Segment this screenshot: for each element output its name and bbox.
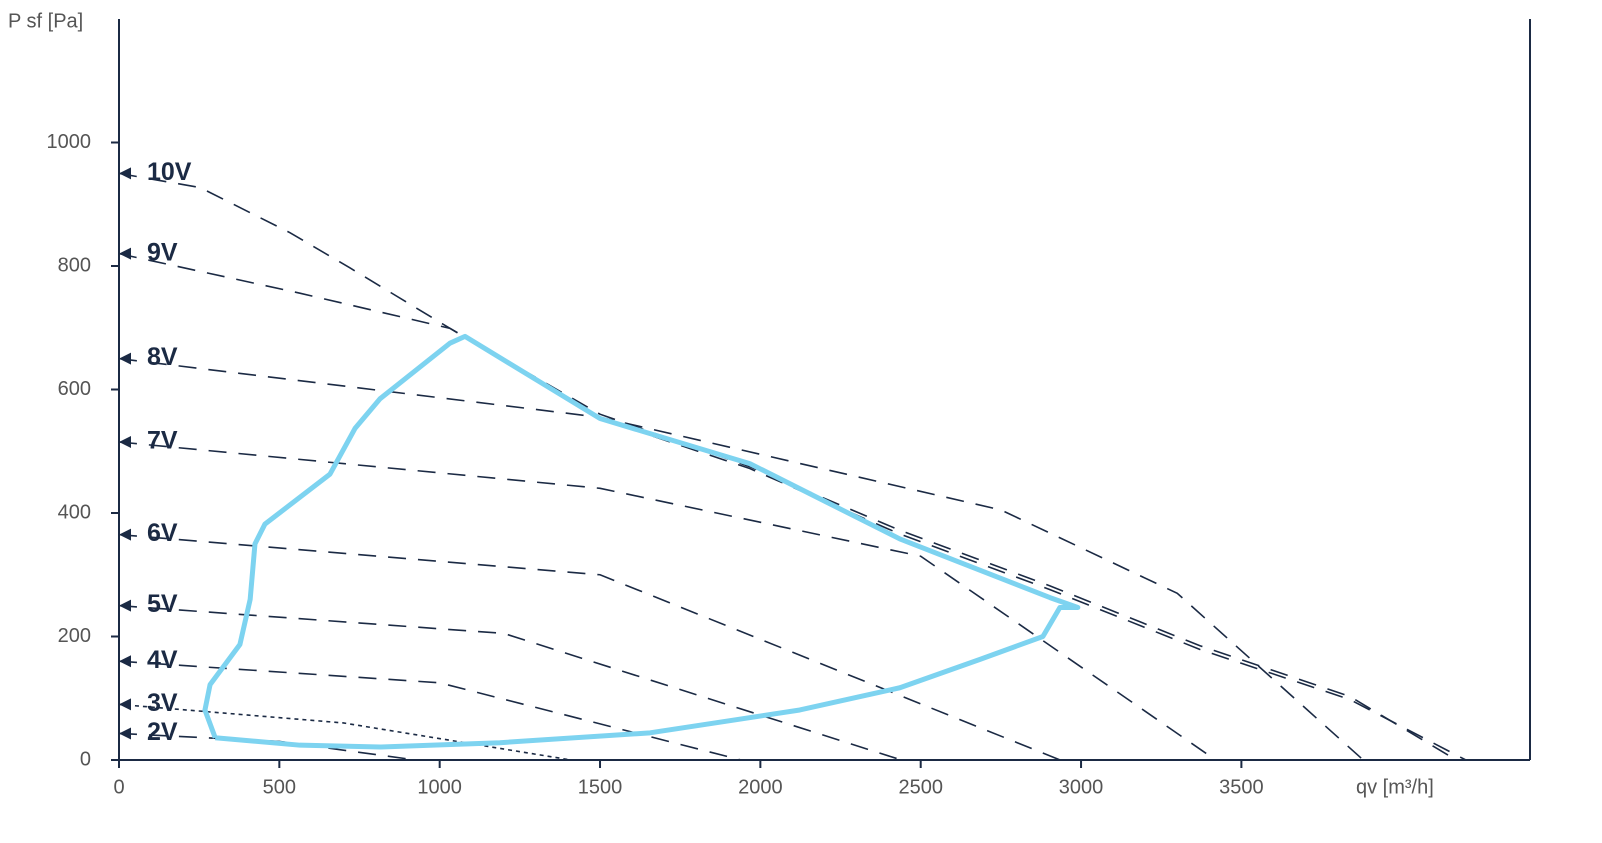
series-label: 10V (147, 158, 192, 186)
arrow (119, 655, 131, 668)
y-tick-label: 0 (80, 748, 91, 770)
voltage-curve (118, 252, 1457, 761)
series-label: 2V (147, 718, 178, 746)
voltage-curve (118, 357, 1364, 761)
series-label: 4V (147, 646, 178, 674)
series-label: 5V (147, 590, 178, 618)
arrow (119, 435, 131, 448)
arrow (119, 599, 131, 612)
y-tick-label: 200 (58, 625, 91, 647)
series-label: 7V (147, 427, 178, 455)
y-tick-label: 1000 (47, 131, 92, 153)
x-tick-label: 2000 (738, 776, 783, 798)
y-axis-label: P sf [Pa] (8, 10, 83, 32)
voltage-curve (118, 441, 1217, 761)
x-tick-label: 2500 (898, 776, 943, 798)
x-tick-label: 1000 (417, 776, 462, 798)
arrow (119, 247, 131, 260)
x-tick-label: 500 (263, 776, 296, 798)
x-tick-label: 0 (113, 776, 124, 798)
voltage-curve (118, 703, 572, 761)
arrow (119, 352, 131, 365)
y-tick-label: 800 (58, 254, 91, 276)
arrow (119, 727, 131, 740)
voltage-curve (118, 172, 1467, 761)
arrow (119, 698, 131, 711)
operating-envelope (202, 333, 1081, 750)
arrow (119, 528, 131, 541)
y-tick-label: 600 (58, 378, 91, 400)
x-axis-label: qv [m³/h] (1356, 776, 1434, 798)
voltage-curve (118, 533, 1061, 761)
voltage-curve (118, 660, 742, 761)
series-label: 6V (147, 519, 178, 547)
series-label: 9V (147, 238, 178, 266)
arrow (119, 167, 131, 180)
x-tick-label: 1500 (578, 776, 623, 798)
voltage-curve (118, 604, 902, 761)
y-tick-label: 400 (58, 501, 91, 523)
x-tick-label: 3000 (1059, 776, 1104, 798)
series-label: 8V (147, 343, 178, 371)
series-label: 3V (147, 689, 178, 717)
x-tick-label: 3500 (1219, 776, 1264, 798)
